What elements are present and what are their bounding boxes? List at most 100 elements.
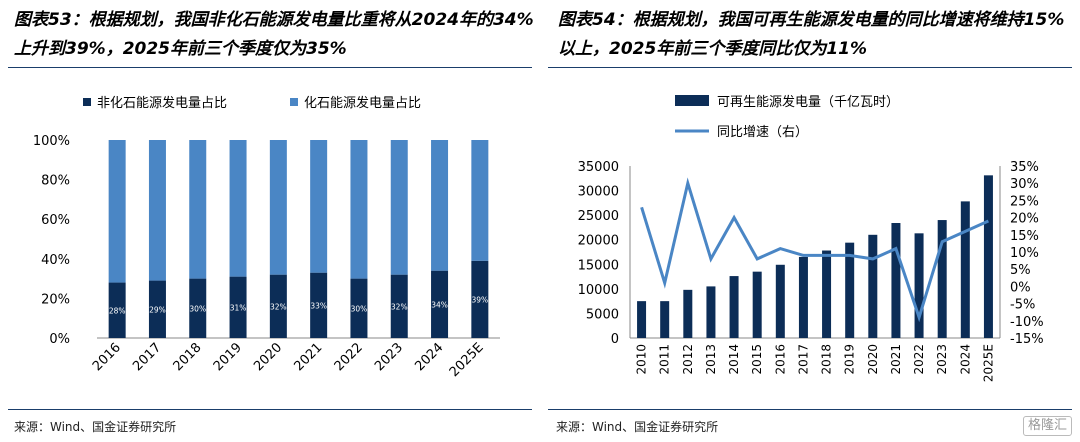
bar-non-fossil (148, 280, 166, 338)
x-tick-label: 2023 (935, 344, 949, 375)
bar-non-fossil (269, 274, 287, 338)
left-source-note: 来源：Wind、国金证券研究所 (14, 420, 177, 434)
bar-data-label: 30% (351, 304, 368, 313)
bar-non-fossil (189, 278, 207, 338)
x-tick-label: 2021 (291, 340, 325, 374)
y-tick-label: 20% (41, 292, 70, 307)
bar-fossil (390, 140, 408, 275)
y-right-tick-label: -15% (1010, 332, 1044, 347)
bar-non-fossil (390, 274, 408, 338)
y-tick-label: 0% (49, 332, 70, 347)
y-tick-label: 60% (41, 213, 70, 228)
x-tick-label: 2014 (727, 344, 741, 375)
bar-renewable-generation (798, 256, 808, 338)
bar-data-label: 31% (230, 303, 247, 312)
bar-renewable-generation (683, 289, 693, 338)
y-right-tick-label: 0% (1010, 280, 1031, 295)
bar-renewable-generation (752, 271, 762, 338)
bar-non-fossil (431, 270, 449, 338)
bar-non-fossil (229, 276, 247, 338)
y-left-tick-label: 30000 (578, 185, 619, 200)
x-tick-label: 2022 (912, 344, 926, 375)
right-chart-title: 图表54：根据规划，我国可再生能源发电量的同比增速将维持15%以上，2025年前… (558, 10, 1065, 59)
y-tick-label: 80% (41, 174, 70, 189)
bar-renewable-generation (868, 234, 878, 338)
legend-label-1: 化石能源发电量占比 (304, 95, 421, 111)
x-tick-label: 2018 (171, 340, 205, 374)
x-tick-label: 2010 (635, 344, 649, 375)
bar-data-label: 39% (472, 295, 489, 304)
right-source-note: 来源：Wind、国金证券研究所 (556, 420, 719, 434)
y-right-tick-label: 25% (1010, 194, 1039, 209)
x-tick-label: 2016 (90, 340, 124, 374)
y-tick-label: 100% (33, 134, 70, 149)
right-bottom-rule (548, 409, 1072, 410)
x-tick-label: 2019 (211, 340, 245, 374)
legend-label-line: 同比增速（右） (717, 125, 808, 140)
bar-fossil (471, 140, 489, 261)
x-tick-label: 2011 (658, 344, 672, 375)
bar-non-fossil (471, 260, 489, 338)
bar-renewable-generation (937, 220, 947, 338)
bar-data-label: 29% (149, 305, 166, 314)
y-right-tick-label: 5% (1010, 263, 1031, 278)
y-right-tick-label: 30% (1010, 177, 1039, 192)
x-tick-label: 2021 (889, 344, 903, 375)
y-left-tick-label: 10000 (578, 283, 619, 298)
x-tick-label: 2018 (820, 344, 834, 375)
x-tick-label: 2020 (866, 344, 880, 375)
x-tick-label: 2012 (681, 344, 695, 375)
yoy-growth-line (640, 177, 990, 323)
left-chart-title: 图表53：根据规划，我国非化石能源发电量比重将从2024年的34%上升到39%，… (14, 10, 534, 59)
y-right-tick-label: -10% (1010, 315, 1044, 330)
y-right-tick-label: 15% (1010, 229, 1039, 244)
bar-renewable-generation (914, 233, 924, 338)
right-title-rule (548, 67, 1072, 68)
x-tick-label: 2023 (372, 340, 406, 374)
y-left-tick-label: 5000 (586, 307, 619, 322)
left-title-rule (8, 67, 532, 68)
x-tick-label: 2025E (447, 340, 487, 380)
x-tick-label: 2017 (796, 344, 810, 375)
bar-fossil (108, 140, 126, 283)
bar-data-label: 34% (431, 300, 448, 309)
x-tick-label: 2024 (958, 344, 972, 375)
y-left-tick-label: 15000 (578, 258, 619, 273)
x-tick-label: 2016 (773, 344, 787, 375)
bar-non-fossil (108, 282, 126, 338)
y-right-tick-label: 10% (1010, 246, 1039, 261)
right-chart-panel: 图表54：根据规划，我国可再生能源发电量的同比增速将维持15%以上，2025年前… (540, 0, 1080, 442)
right-bar-line-chart: 可再生能源发电量（千亿瓦时） 同比增速（右） 0 5000 10000 15000 2000… (578, 94, 1044, 382)
bar-renewable-generation (822, 250, 832, 338)
y-left-tick-label: 25000 (578, 209, 619, 224)
bar-renewable-generation (706, 286, 716, 338)
bar-non-fossil (310, 272, 328, 338)
legend-label-0: 非化石能源发电量占比 (97, 95, 227, 111)
bar-fossil (189, 140, 207, 279)
x-tick-label: 2013 (704, 344, 718, 375)
bar-fossil (269, 140, 287, 275)
y-left-tick-label: 35000 (578, 160, 619, 175)
bar-fossil (229, 140, 247, 277)
watermark-logo: 格隆汇 (1022, 416, 1072, 436)
y-left-tick-label: 0 (611, 332, 619, 347)
y-left-tick-label: 20000 (578, 234, 619, 249)
bar-renewable-generation (637, 301, 647, 338)
y-tick-label: 40% (41, 253, 70, 268)
y-right-tick-label: -5% (1010, 298, 1035, 313)
bar-renewable-generation (660, 301, 670, 338)
bar-data-label: 30% (189, 304, 206, 313)
x-tick-label: 2019 (843, 344, 857, 375)
bar-data-label: 32% (270, 302, 287, 311)
bar-renewable-generation (891, 223, 901, 338)
x-tick-label: 2022 (332, 340, 366, 374)
left-chart-panel: 图表53：根据规划，我国非化石能源发电量比重将从2024年的34%上升到39%，… (8, 10, 534, 434)
y-right-tick-label: 35% (1010, 160, 1039, 175)
bar-fossil (148, 140, 166, 281)
bar-fossil (431, 140, 449, 271)
x-tick-label: 2024 (412, 340, 446, 374)
bar-renewable-generation (775, 264, 785, 338)
y-right-tick-label: 20% (1010, 212, 1039, 227)
bar-renewable-generation (729, 276, 739, 338)
x-tick-label: 2020 (251, 340, 285, 374)
